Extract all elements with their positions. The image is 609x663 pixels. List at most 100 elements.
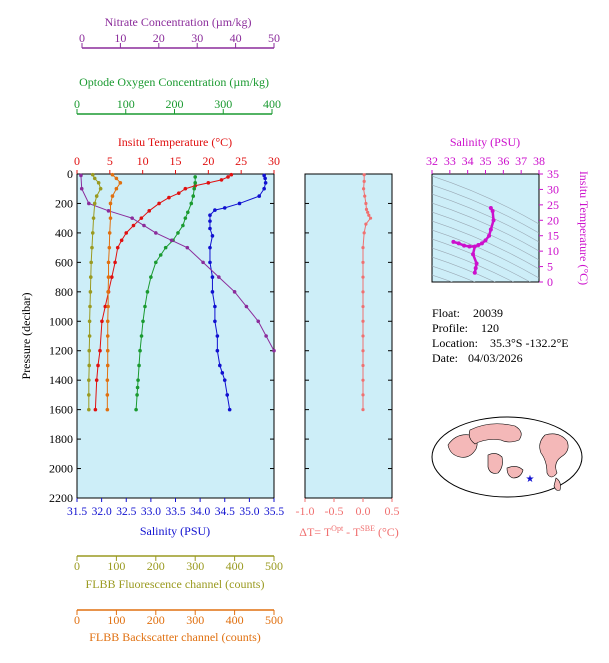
insitu-temperature-point xyxy=(229,172,234,177)
insitu-temperature-point xyxy=(183,186,188,191)
flbb-backscatter-channel-point xyxy=(108,201,113,206)
optode-oxygen-concentration-point xyxy=(189,201,194,206)
delta-t-point xyxy=(361,408,365,412)
flbb-backscatter-channel-point xyxy=(118,181,123,185)
ts-point xyxy=(472,270,477,275)
delta-t-tick-label: 0.5 xyxy=(385,504,400,518)
ts-point xyxy=(491,218,496,223)
insitu-temperature-point xyxy=(176,191,181,195)
ts-point xyxy=(471,252,476,257)
optode-oxygen-concentration-point xyxy=(141,319,145,324)
ts-point xyxy=(456,241,461,246)
optode-oxygen-concentration-point xyxy=(176,231,180,235)
delta-t-point xyxy=(362,173,366,177)
ts-point xyxy=(490,209,495,214)
flbb-backscatter-channel-point xyxy=(106,260,111,265)
insitu-temperature-line xyxy=(94,174,232,410)
temperature-axis-label: Insitu Temperature (°C) xyxy=(118,135,232,149)
flbb-backscatter-channel-point xyxy=(114,176,119,181)
optode-oxygen-concentration-point xyxy=(138,348,142,353)
insitu-temperature-point xyxy=(98,348,102,353)
delta-t-point xyxy=(361,363,365,368)
delta-t-plot-area xyxy=(304,173,393,499)
salinity-point xyxy=(218,363,222,368)
salinity-point xyxy=(210,290,215,294)
insitu-temperature-point xyxy=(139,216,144,220)
ts-isoline xyxy=(432,184,539,234)
optode-oxygen-concentration-point xyxy=(193,181,197,185)
ts-salinity-tick-label: 36 xyxy=(497,154,509,168)
oxygen-tick-label: 400 xyxy=(263,97,281,111)
flbb-backscatter-channel-point xyxy=(106,290,110,294)
delta-t-point xyxy=(361,349,365,353)
optode-oxygen-concentration-point xyxy=(143,304,147,309)
location-value: 35.3°S -132.2°E xyxy=(490,336,569,350)
nitrate-tick-label: 50 xyxy=(268,31,280,45)
salinity-point xyxy=(262,186,266,191)
backscatter-axis-label: FLBB Backscatter channel (counts) xyxy=(89,630,261,644)
delta-t-point xyxy=(361,304,365,309)
ts-isoline xyxy=(432,202,539,252)
fluorescence-tick-label: 0 xyxy=(74,559,80,573)
pressure-tick-label: 1000 xyxy=(49,314,73,328)
ts-temperature-tick-label: 15 xyxy=(547,229,559,243)
ts-isoline xyxy=(432,238,531,282)
ts-isoline xyxy=(432,256,496,282)
ts-isoline xyxy=(432,175,539,225)
delta-t-tick-label: -1.0 xyxy=(296,504,315,518)
pressure-tick-label: 0 xyxy=(67,167,73,181)
nitrate-tick-label: 30 xyxy=(191,31,203,45)
salinity-tick-label: 32.5 xyxy=(116,506,136,518)
salinity-point xyxy=(215,348,220,353)
ts-isoline xyxy=(432,274,453,282)
delta-t-point xyxy=(364,222,368,226)
optode-oxygen-concentration-point xyxy=(145,290,150,294)
nitrate-concentration-point xyxy=(232,290,237,294)
optode-oxygen-concentration-point xyxy=(137,363,141,368)
pressure-tick-label: 200 xyxy=(55,196,73,210)
flbb-fluorescence-channel-point xyxy=(91,216,96,220)
insitu-temperature-point xyxy=(113,260,117,265)
ts-point xyxy=(474,261,479,266)
date-value: 04/03/2026 xyxy=(468,351,523,365)
optode-oxygen-concentration-point xyxy=(163,245,168,250)
temperature-tick-label: 30 xyxy=(268,154,280,168)
delta-t-point xyxy=(361,319,365,323)
flbb-fluorescence-channel-point xyxy=(94,194,99,198)
nitrate-tick-label: 0 xyxy=(79,31,85,45)
profile-label: Profile: xyxy=(432,321,468,335)
salinity-tick-label: 33.0 xyxy=(141,506,161,518)
flbb-fluorescence-channel-point xyxy=(87,319,92,324)
delta-t-point xyxy=(361,290,365,294)
insitu-temperature-point xyxy=(206,181,211,185)
backscatter-tick-label: 300 xyxy=(186,613,204,627)
oxygen-tick-label: 200 xyxy=(166,97,184,111)
insitu-temperature-point xyxy=(157,201,161,206)
pressure-tick-label: 2000 xyxy=(49,462,73,476)
delta-t-point xyxy=(363,194,367,198)
flbb-fluorescence-channel-point xyxy=(88,290,93,294)
temperature-tick-label: 0 xyxy=(74,154,80,168)
flbb-fluorescence-channel-point xyxy=(88,275,93,279)
ts-temperature-tick-label: 10 xyxy=(547,244,559,258)
temperature-tick-label: 5 xyxy=(107,154,113,168)
pressure-tick-label: 1200 xyxy=(49,344,73,358)
flbb-backscatter-channel-point xyxy=(107,231,112,235)
salinity-axis-label: Salinity (PSU) xyxy=(140,524,210,538)
flbb-backscatter-channel-point xyxy=(114,186,119,191)
ts-point xyxy=(483,238,488,243)
temperature-tick-label: 10 xyxy=(137,154,149,168)
delta-t-point xyxy=(367,213,371,217)
salinity-point xyxy=(227,407,232,412)
salinity-point xyxy=(215,334,220,338)
delta-t-point xyxy=(362,179,366,183)
flbb-backscatter-channel-point xyxy=(106,304,110,309)
flbb-fluorescence-channel-point xyxy=(87,378,91,382)
salinity-point xyxy=(225,393,230,397)
salinity-point xyxy=(263,176,267,181)
salinity-tick-label: 34.5 xyxy=(215,506,235,518)
flbb-backscatter-channel-point xyxy=(110,172,115,177)
insitu-temperature-point xyxy=(131,223,136,228)
ts-salinity-tick-label: 37 xyxy=(515,154,527,168)
insitu-temperature-point xyxy=(119,238,124,243)
